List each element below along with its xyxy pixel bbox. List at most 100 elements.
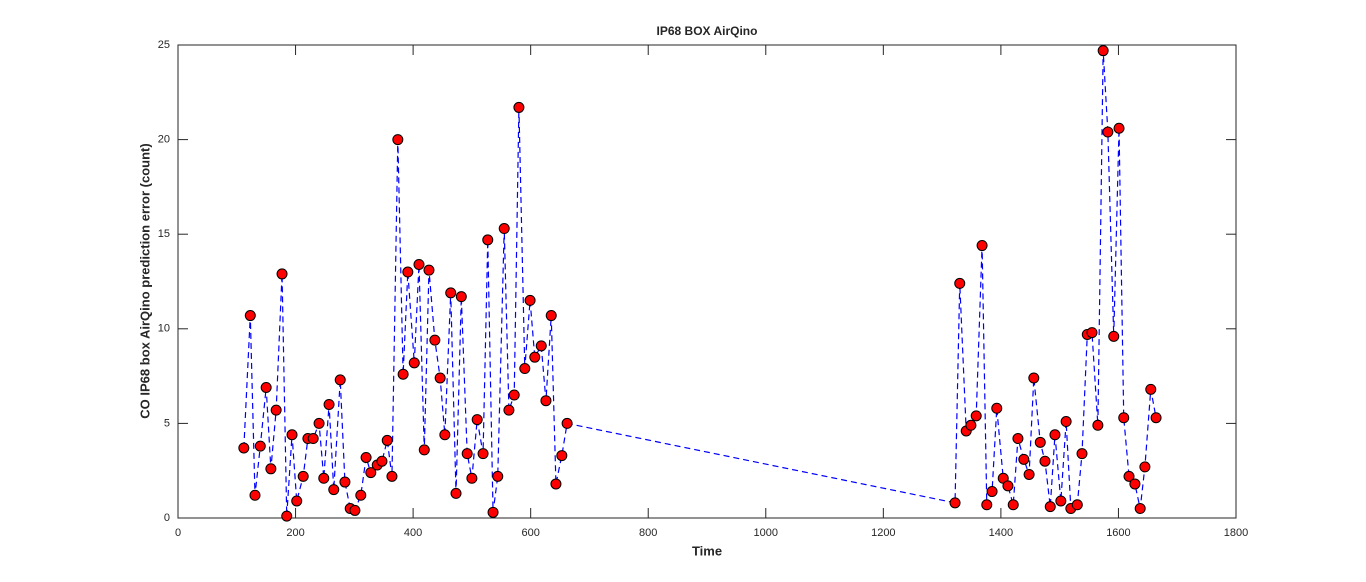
marker — [1028, 372, 1040, 384]
marker — [991, 402, 1003, 414]
marker — [1123, 470, 1135, 482]
x-tick-label: 1800 — [1224, 527, 1248, 539]
marker — [1108, 330, 1120, 342]
marker — [418, 444, 430, 456]
marker — [1145, 383, 1157, 395]
y-tick-label: 0 — [164, 512, 170, 524]
marker — [445, 287, 457, 299]
marker — [492, 470, 504, 482]
x-tick-label: 0 — [175, 527, 181, 539]
marker — [466, 472, 478, 484]
y-tick-label: 10 — [158, 323, 170, 335]
marker — [334, 374, 346, 386]
x-tick-label: 400 — [404, 527, 422, 539]
marker — [249, 489, 261, 501]
marker — [365, 467, 377, 479]
marker — [986, 486, 998, 498]
y-tick-label: 5 — [164, 417, 170, 429]
marker — [381, 434, 393, 446]
marker — [461, 448, 473, 460]
marker — [439, 429, 451, 441]
marker — [482, 234, 494, 246]
marker — [954, 277, 966, 289]
marker — [556, 450, 568, 462]
marker — [1139, 461, 1151, 473]
marker — [423, 264, 435, 276]
marker — [508, 389, 520, 401]
marker — [545, 310, 557, 322]
plot-area — [177, 44, 1237, 519]
marker — [1097, 45, 1109, 57]
marker — [402, 266, 414, 278]
marker — [1076, 448, 1088, 460]
marker — [291, 495, 303, 507]
marker — [355, 489, 367, 501]
marker — [1012, 433, 1024, 445]
marker — [313, 417, 325, 429]
marker — [965, 419, 977, 431]
marker — [392, 134, 404, 146]
x-tick-label: 600 — [521, 527, 539, 539]
marker — [434, 372, 446, 384]
marker — [276, 268, 288, 280]
marker — [1134, 503, 1146, 515]
x-tick-label: 800 — [639, 527, 657, 539]
marker — [328, 484, 340, 496]
marker — [297, 470, 309, 482]
marker — [429, 334, 441, 346]
marker — [519, 363, 531, 375]
marker — [349, 504, 361, 516]
marker — [339, 476, 351, 488]
marker — [1102, 126, 1114, 138]
x-tick-label: 200 — [286, 527, 304, 539]
marker — [1018, 453, 1030, 465]
marker — [1071, 499, 1083, 511]
marker — [1023, 468, 1035, 480]
y-tick-label: 20 — [158, 134, 170, 146]
marker — [1113, 122, 1125, 134]
marker — [270, 404, 282, 416]
marker — [535, 340, 547, 352]
marker — [981, 499, 993, 511]
marker — [949, 497, 961, 509]
marker — [477, 448, 489, 460]
x-tick-label: 1200 — [871, 527, 895, 539]
marker — [524, 294, 536, 306]
marker — [1092, 419, 1104, 431]
marker — [397, 368, 409, 380]
marker — [1034, 436, 1046, 448]
marker — [307, 433, 319, 445]
marker — [529, 351, 541, 363]
marker — [1049, 429, 1061, 441]
marker — [1129, 478, 1141, 490]
marker — [1055, 495, 1067, 507]
marker — [254, 440, 266, 452]
marker — [513, 101, 525, 113]
marker — [540, 395, 552, 407]
marker — [561, 417, 573, 429]
marker — [970, 410, 982, 422]
y-axis-label: CO IP68 box AirQino prediction error (co… — [137, 143, 152, 418]
marker — [1118, 412, 1130, 424]
y-tick-label: 25 — [158, 39, 170, 51]
marker — [260, 381, 272, 393]
marker — [455, 291, 467, 303]
marker — [408, 357, 420, 369]
marker — [376, 455, 388, 467]
marker — [413, 258, 425, 270]
marker — [286, 429, 298, 441]
marker — [244, 310, 256, 322]
marker — [281, 510, 293, 522]
marker — [360, 451, 372, 463]
chart-title: IP68 BOX AirQino — [657, 24, 758, 38]
series-line — [243, 50, 1157, 517]
marker — [238, 442, 250, 454]
marker — [1086, 327, 1098, 339]
marker — [487, 506, 499, 518]
marker — [1150, 412, 1162, 424]
marker — [323, 398, 335, 410]
marker — [471, 414, 483, 426]
x-tick-label: 1600 — [1106, 527, 1130, 539]
x-axis-label: Time — [692, 543, 722, 558]
marker — [498, 223, 510, 235]
